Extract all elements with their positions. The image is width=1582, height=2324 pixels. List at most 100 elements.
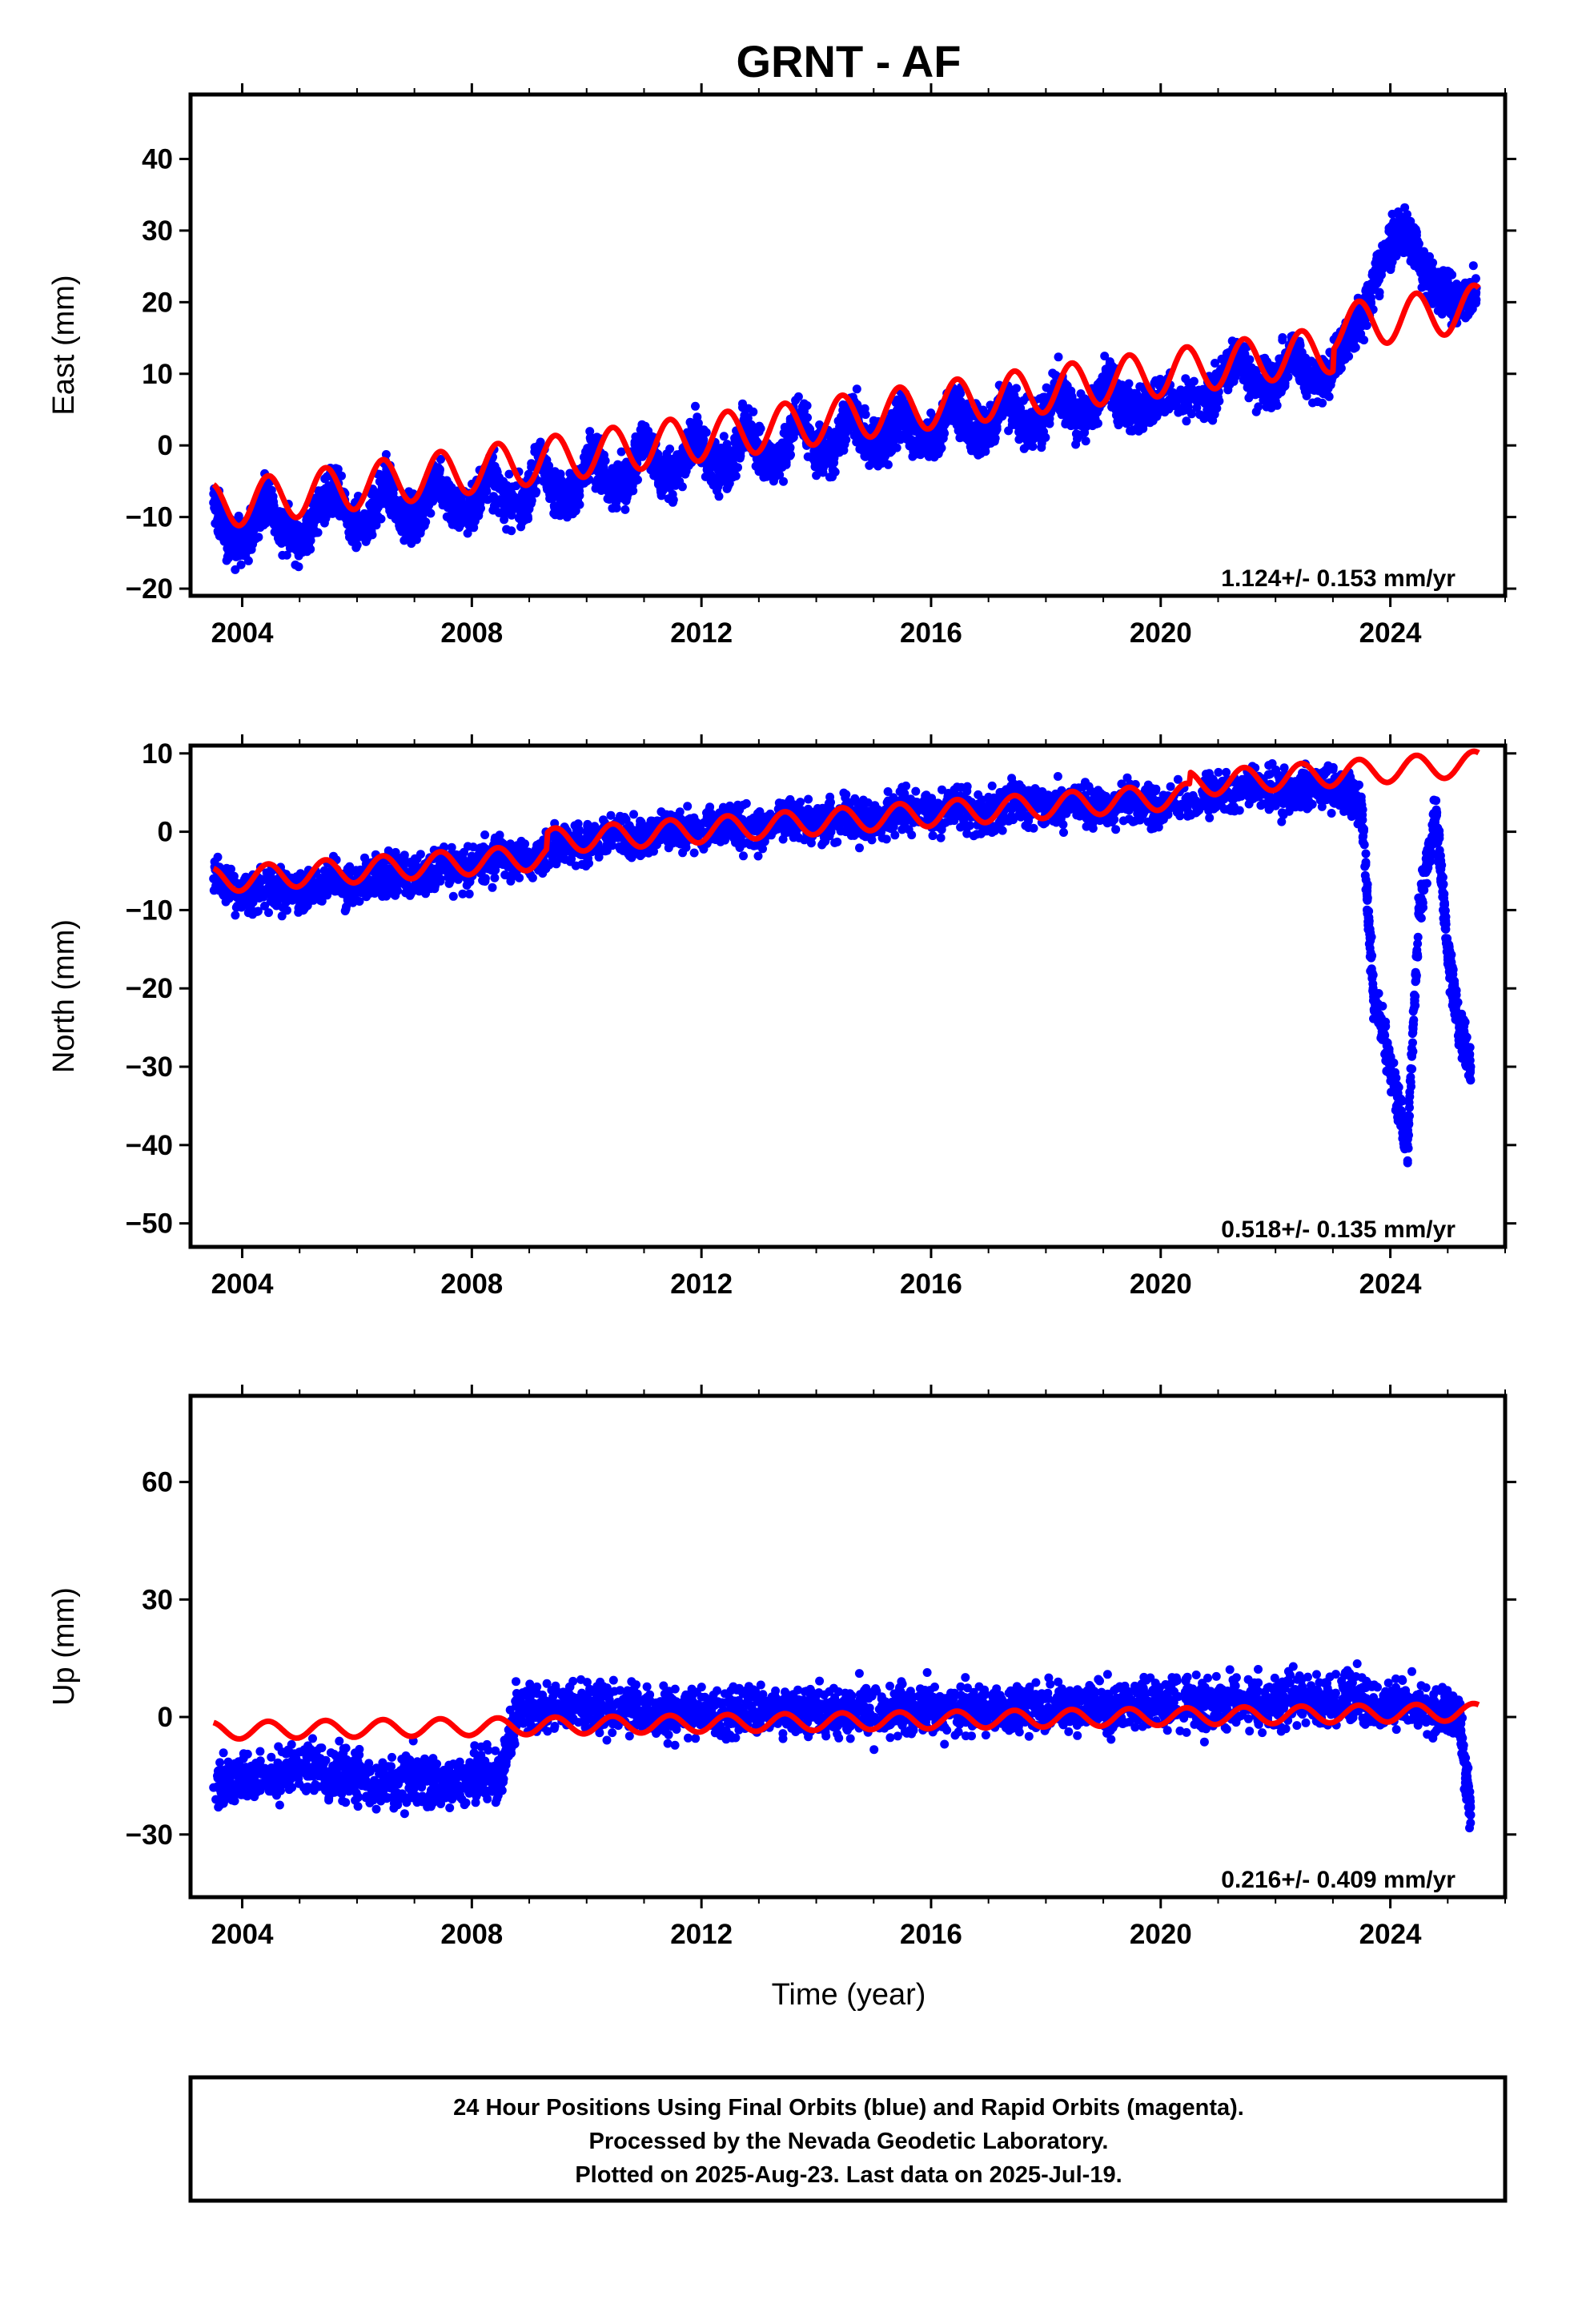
east-point [1313,397,1323,407]
east-point [403,522,412,532]
east-point [1174,404,1184,412]
east-point [1127,426,1137,436]
east-point [883,429,893,439]
east-point [1003,392,1013,402]
east-point [236,560,246,569]
east-point [210,503,219,513]
east-point [657,462,666,472]
east-point [365,501,375,509]
east-point [969,432,978,441]
east-point [1307,356,1316,366]
east-point [722,440,732,449]
east-point [1012,384,1021,393]
east-point [1410,225,1419,235]
east-point [243,556,253,565]
east-panel: 2004 2008 2012 2016 2020 2024−20−10010203040 … [47,83,1516,649]
east-point [436,455,445,464]
east-point [612,494,621,504]
east-point [1088,421,1098,431]
east-point [1018,396,1028,405]
east-point [867,448,877,458]
east-point [1192,403,1202,412]
east-point [934,430,944,440]
east-point [334,503,343,513]
east-point [321,489,330,498]
east-point [1427,260,1436,270]
east-point [330,496,339,505]
east-point [664,494,673,504]
east-point [347,533,357,543]
figure-title: GRNT - AF [737,36,962,86]
east-point [1362,321,1371,330]
east-point [1014,405,1024,415]
east-point [779,476,788,486]
east-point [383,487,392,497]
east-point [1259,382,1268,392]
east-point [544,480,553,490]
east-point [692,429,701,439]
east-point [303,520,313,529]
east-point [463,529,472,538]
east-point [1307,375,1317,384]
east-point [1419,251,1429,260]
east-point [1299,352,1308,362]
east-point [472,513,481,522]
east-point [315,513,325,523]
east-point [865,440,875,449]
east-point [247,545,256,554]
east-point [469,523,479,533]
east-point [368,489,378,499]
east-point [1077,420,1086,429]
east-point [419,516,428,525]
east-point [352,525,362,535]
east-point [620,505,630,514]
east-point [1276,388,1286,397]
east-point [376,514,386,524]
east-point [1160,400,1170,410]
east-point [316,497,325,506]
east-point [428,478,437,488]
east-point [421,501,431,510]
east-point [883,421,893,431]
east-point [1173,396,1182,405]
east-point [608,504,617,513]
east-point [528,489,538,497]
east-point [938,420,948,430]
east-point [1339,344,1349,354]
east-point [1019,444,1029,453]
east-point [1071,440,1081,449]
east-data-points [209,203,1481,574]
east-point [383,472,393,482]
east-point [1326,380,1335,390]
east-point [1048,368,1058,378]
east-point [990,436,999,446]
east-point [668,454,677,464]
east-point [1393,207,1403,216]
east-point [1022,420,1031,429]
east-point [1344,352,1354,361]
east-point [628,472,638,481]
east-point [1081,436,1090,446]
east-point [745,420,754,429]
east-point [313,528,323,537]
east-point [278,508,287,517]
east-point [1004,426,1014,436]
east-point [1240,373,1250,383]
east-point [245,538,255,548]
east-point [1028,442,1038,451]
east-point [793,392,803,401]
east-point [887,437,896,447]
east-point [216,516,226,525]
east-point [390,501,399,509]
east-point [1182,416,1191,426]
east-point [1038,395,1048,404]
east-point [295,528,304,537]
east-point [730,436,740,446]
east-point [1375,292,1384,301]
east-point [250,525,259,534]
east-point [1202,396,1211,405]
east-point [693,418,703,428]
east-point [428,489,436,498]
east-point [1433,282,1443,292]
east-point [279,537,289,546]
